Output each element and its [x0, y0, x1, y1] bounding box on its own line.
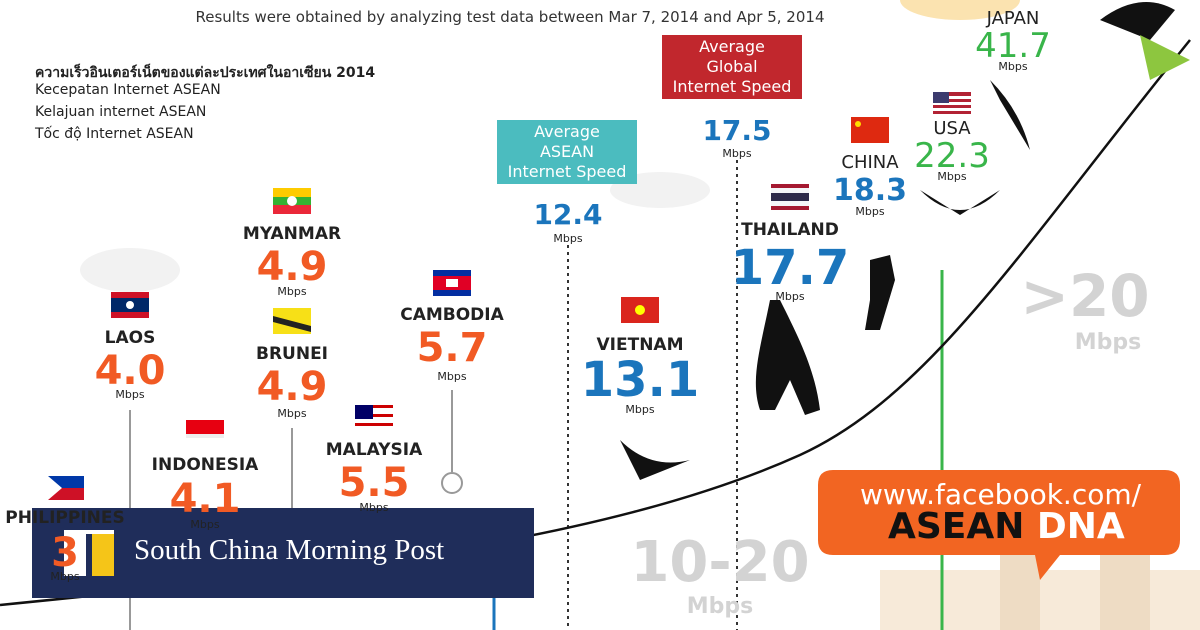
average-label-line: Internet Speed	[672, 77, 792, 96]
banner-word: ASEAN	[888, 506, 1025, 547]
average-label-line: Global	[706, 57, 758, 76]
country-name: THAILAND	[741, 220, 839, 240]
country-speed: 5.7	[416, 325, 488, 371]
country-name: MALAYSIA	[325, 440, 423, 460]
country-speed: 5.5	[338, 460, 410, 506]
unit: Mbps	[998, 60, 1028, 73]
country-speed: 4.9	[256, 244, 328, 290]
country-name: MYANMAR	[242, 224, 342, 244]
unit: Mbps	[722, 147, 752, 160]
country-speed: 4.1	[169, 476, 241, 522]
average-label-line: Internet Speed	[507, 162, 627, 181]
unit: Mbps	[937, 170, 967, 183]
average-speed: 12.4	[533, 198, 603, 231]
banner-word: DNA	[1036, 506, 1125, 547]
unit: Mbps	[190, 518, 220, 531]
flags	[48, 92, 971, 500]
unit: Mbps	[775, 290, 805, 303]
language-line: Kecepatan Internet ASEAN	[35, 82, 221, 98]
zone-unit: Mbps	[1074, 330, 1142, 355]
country-name: PHILIPPINES	[5, 508, 125, 528]
average-label: Average Global Internet Speed	[662, 35, 802, 99]
logo-text: South China Morning Post	[134, 534, 445, 566]
country-name: JAPAN	[986, 8, 1040, 29]
country-speed: 22.3	[914, 136, 990, 176]
zone-label: >20	[1020, 262, 1150, 330]
banner-url: www.facebook.com/	[860, 478, 1142, 511]
country-speed: 4.0	[94, 348, 166, 394]
unit: Mbps	[553, 232, 583, 245]
language-line: ความเร็วอินเตอร์เน็ตของแต่ละประเทศในอาเซ…	[35, 65, 376, 81]
average-speed: 17.5	[702, 114, 772, 147]
unit: Mbps	[625, 403, 655, 416]
unit: Mbps	[277, 407, 307, 420]
unit: Mbps	[277, 285, 307, 298]
country-name: VIETNAM	[596, 335, 684, 355]
country-name: CHINA	[841, 152, 899, 173]
unit: Mbps	[855, 205, 885, 218]
zone-unit: Mbps	[686, 594, 754, 619]
subtitle: Results were obtained by analyzing test …	[195, 8, 825, 26]
average-label-line: ASEAN	[539, 142, 595, 161]
average-label-line: Average	[534, 122, 600, 141]
language-line: Kelajuan internet ASEAN	[35, 104, 207, 120]
unit: Mbps	[50, 570, 80, 583]
country-name: CAMBODIA	[400, 305, 504, 325]
country-name: INDONESIA	[151, 455, 259, 475]
country-speed: 4.9	[256, 364, 328, 410]
average-label: Average ASEAN Internet Speed	[497, 120, 637, 184]
country-speed: 18.3	[832, 173, 908, 208]
banner-title: ASEAN DNA	[888, 506, 1125, 547]
unit: Mbps	[437, 370, 467, 383]
country-name: BRUNEI	[255, 344, 329, 364]
unit: Mbps	[359, 501, 389, 514]
country-speed: 13.1	[580, 352, 700, 408]
zone-label: 10-20	[630, 530, 810, 595]
country-name: USA	[933, 118, 971, 139]
country-speed: 41.7	[975, 26, 1051, 66]
language-line: Tốc độ Internet ASEAN	[35, 126, 194, 142]
unit: Mbps	[115, 388, 145, 401]
average-label-line: Average	[699, 37, 765, 56]
country-name: LAOS	[104, 328, 156, 348]
country-speed: 17.7	[730, 240, 850, 296]
country-speed: 3	[51, 530, 79, 576]
